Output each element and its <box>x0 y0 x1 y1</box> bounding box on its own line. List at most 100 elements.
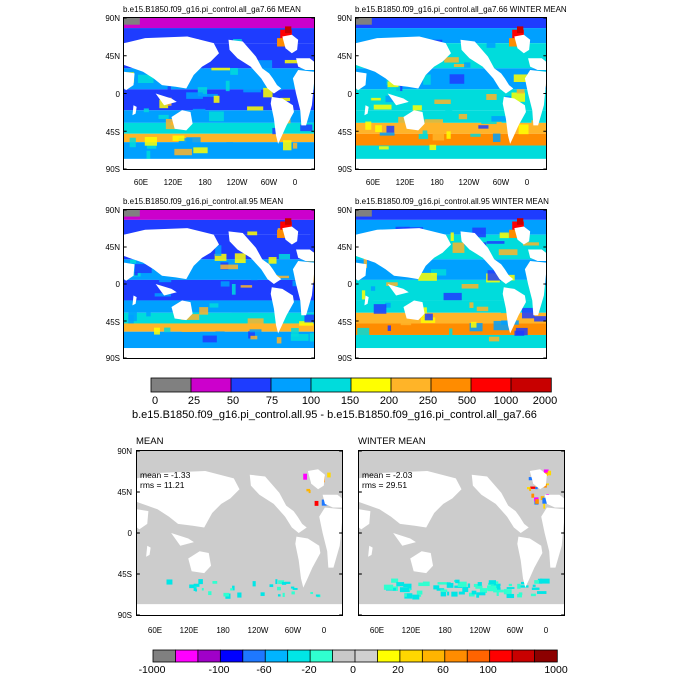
colorbar-absolute-swatch-6 <box>390 377 432 393</box>
lat-label: 90N <box>105 14 120 23</box>
map-panel-4 <box>355 209 547 359</box>
colorbar-difference-swatch-8 <box>332 649 356 663</box>
lat-label: 45N <box>337 52 352 61</box>
colorbar-absolute-swatch-4 <box>310 377 352 393</box>
lat-label: 45S <box>105 318 120 327</box>
diff-map-panel-2 <box>358 450 565 616</box>
lon-label: 0 <box>524 178 530 187</box>
panel-title-4: b.e15.B1850.f09_g16.pi_control.all.95 WI… <box>355 197 549 206</box>
colorbar-absolute-swatch-2 <box>230 377 272 393</box>
lon-label: 0 <box>292 178 298 187</box>
lat-label: 90S <box>105 354 120 363</box>
diff-mean-1: mean = -1.33 <box>140 470 191 480</box>
map-panel-3 <box>123 209 315 359</box>
lat-label: 90S <box>105 165 120 174</box>
colorbar-difference-swatch-5 <box>264 649 289 663</box>
diff-rms-2: rms = 29.51 <box>362 480 408 490</box>
lon-label: 60E <box>133 178 149 187</box>
colorbar-label: 60 <box>437 664 449 676</box>
colorbar-difference-swatch-17 <box>534 649 558 663</box>
lat-label: 90S <box>337 165 352 174</box>
colorbar-label: 500 <box>457 395 477 407</box>
lon-label: 60E <box>365 178 381 187</box>
lon-label: 120W <box>247 626 269 635</box>
colorbar-difference-swatch-10 <box>377 649 401 663</box>
colorbar-absolute-swatch-7 <box>430 377 472 393</box>
lon-label: 60W <box>284 626 302 635</box>
lat-label: 90N <box>117 447 132 456</box>
panel-title-1: b.e15.B1850.f09_g16.pi_control.all_ga7.6… <box>123 5 301 14</box>
colorbar-difference-swatch-4 <box>242 649 266 663</box>
colorbar-label: 150 <box>340 395 360 407</box>
lon-label: 180 <box>198 178 212 187</box>
colorbar-label: 100 <box>301 395 321 407</box>
colorbar-label: 1000 <box>493 395 519 407</box>
map-field-1 <box>124 18 314 169</box>
map-panel-1 <box>123 17 315 170</box>
lon-label: 60E <box>369 626 385 635</box>
panel-title-2: b.e15.B1850.f09_g16.pi_control.all_ga7.6… <box>355 5 567 14</box>
lon-label: 0 <box>321 626 327 635</box>
lon-label: 0 <box>543 626 549 635</box>
lon-label: 60E <box>147 626 163 635</box>
colorbar-difference-swatch-12 <box>421 649 446 663</box>
colorbar-absolute-swatch-3 <box>270 377 312 393</box>
diff-map-field-2 <box>359 451 564 615</box>
colorbar-difference-swatch-3 <box>219 649 244 663</box>
lat-label: 45S <box>105 128 120 137</box>
colorbar-absolute-swatch-9 <box>510 377 552 393</box>
panel-title-3: b.e15.B1850.f09_g16.pi_control.all.95 ME… <box>123 197 284 206</box>
lat-label: 0 <box>347 280 352 289</box>
colorbar-label: -100 <box>208 664 230 676</box>
colorbar-difference-swatch-7 <box>309 649 334 663</box>
lat-label: 0 <box>347 90 352 99</box>
colorbar-label: -60 <box>256 664 272 676</box>
colorbar-difference-swatch-1 <box>175 649 199 663</box>
diff-panel-title-2: WINTER MEAN <box>358 436 426 447</box>
diff-map-panel-1 <box>136 450 343 616</box>
lat-label: 90N <box>105 206 120 215</box>
colorbar-difference-swatch-14 <box>466 649 491 663</box>
map-field-3 <box>124 210 314 358</box>
colorbar-label: 20 <box>392 664 404 676</box>
lat-label: 45S <box>337 318 352 327</box>
colorbar-label: -20 <box>301 664 317 676</box>
colorbar-label: 2000 <box>532 395 558 407</box>
colorbar-absolute-swatch-8 <box>470 377 512 393</box>
lat-label: 90S <box>117 611 132 620</box>
colorbar-label: 0 <box>151 395 159 407</box>
diff-map-field-1 <box>137 451 342 615</box>
map-panel-2 <box>355 17 547 170</box>
colorbar-difference-swatch-9 <box>354 649 379 663</box>
lat-label: 45N <box>337 243 352 252</box>
map-field-4 <box>356 210 546 358</box>
lat-label: 45S <box>337 128 352 137</box>
lon-label: 120E <box>163 178 183 187</box>
colorbar-absolute-swatch-1 <box>190 377 232 393</box>
colorbar-difference-swatch-11 <box>399 649 424 663</box>
diff-rms-1: rms = 11.21 <box>140 480 185 490</box>
lon-label: 180 <box>216 626 230 635</box>
lat-label: 45S <box>117 570 132 579</box>
colorbar-difference <box>152 649 558 663</box>
lat-label: 0 <box>115 90 120 99</box>
difference-title: b.e15.B1850.f09_g16.pi_control.all.95 - … <box>132 409 537 421</box>
lat-label: 90N <box>337 206 352 215</box>
colorbar-absolute-swatch-0 <box>150 377 192 393</box>
colorbar-difference-swatch-13 <box>444 649 468 663</box>
lon-label: 60W <box>506 626 524 635</box>
lon-label: 60W <box>260 178 278 187</box>
map-field-2 <box>356 18 546 169</box>
lat-label: 45N <box>117 488 132 497</box>
colorbar-label: 100 <box>479 664 497 676</box>
colorbar-label: -1000 <box>138 664 166 676</box>
colorbar-label: 50 <box>226 395 240 407</box>
colorbar-absolute-swatch-5 <box>350 377 392 393</box>
lat-label: 0 <box>115 280 120 289</box>
lon-label: 120E <box>395 178 415 187</box>
colorbar-difference-swatch-6 <box>287 649 311 663</box>
lon-label: 120E <box>401 626 421 635</box>
diff-mean-2: mean = -2.03 <box>362 470 413 480</box>
diff-panel-title-1: MEAN <box>136 436 164 447</box>
diff-stats-2: mean = -2.03 rms = 29.51 <box>362 470 412 490</box>
